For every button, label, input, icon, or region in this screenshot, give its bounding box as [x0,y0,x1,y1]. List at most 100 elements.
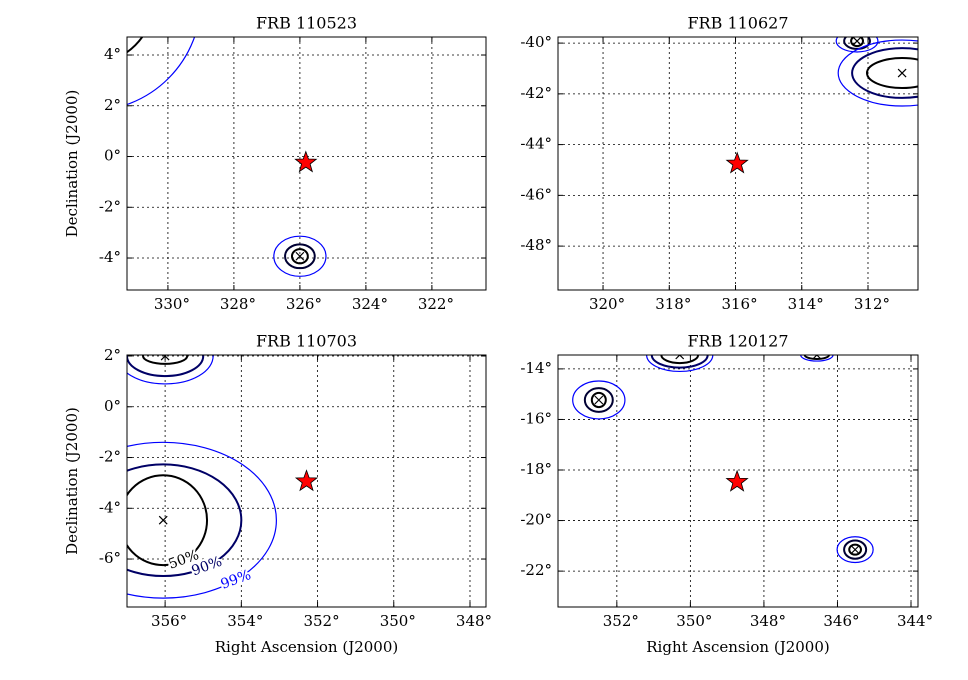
y-tick-label: -14° [520,359,552,377]
y-tick-label: 0° [104,147,121,165]
contour [843,37,871,50]
contour [835,37,879,53]
frb-star [294,469,319,492]
panel-title: FRB 110703 [256,332,357,351]
contour [848,543,863,556]
localization-center [897,68,907,78]
axes-frame [557,354,919,608]
contour-label: 99% [219,567,254,593]
y-tick-label: -20° [520,511,552,529]
x-tick-label: 352° [603,612,639,630]
contour [142,355,189,365]
y-tick-label: 2° [104,96,121,114]
y-tick-label: -40° [520,33,552,51]
frb-star [725,151,749,174]
x-tick-label: 326° [286,295,322,313]
x-tick-label: 322° [418,295,454,313]
localization-center [86,0,94,4]
x-tick-label: 320° [589,295,625,313]
x-tick-label: 324° [352,295,388,313]
plot-area [725,37,918,174]
y-axis-label: Declination (J2000) [63,90,81,238]
localization-center [812,355,822,360]
localization-center [295,251,305,261]
y-tick-label: -4° [99,248,121,266]
plot-area [86,0,327,277]
contour [127,37,196,106]
y-axis-label: Declination (J2000) [63,407,81,555]
contour [590,391,607,409]
panel: FRB 110627 320° 318° 316° 314° 312° -40° -42° -4… [520,14,919,313]
x-tick-label: 312° [854,295,890,313]
x-axis-label: Right Ascension (J2000) [646,638,829,656]
contour [127,474,209,567]
y-tick-label: 0° [104,397,121,415]
frb-star [294,150,318,173]
contour [127,355,214,385]
contour [273,235,327,277]
contour [572,380,626,420]
x-tick-label: 350° [380,612,416,630]
y-tick-label: -42° [520,84,552,102]
y-tick-label: -48° [520,236,552,254]
y-tick-label: -6° [99,549,121,567]
contour [837,39,918,107]
y-tick-label: -16° [520,409,552,427]
contour [851,47,918,99]
y-tick-label: -44° [520,135,552,153]
y-tick-label: -46° [520,185,552,203]
axes-frame [126,354,487,608]
panel-title: FRB 110627 [687,14,788,33]
contour [866,57,918,90]
y-tick-label: -2° [99,448,121,466]
y-tick-label: -18° [520,460,552,478]
panel-title: FRB 120127 [687,332,788,351]
y-tick-label: -2° [99,197,121,215]
axes-frame [557,36,919,291]
x-tick-label: 344° [897,612,933,630]
axes-frame [126,36,487,291]
y-tick-label: -4° [99,498,121,516]
localization-center [852,37,862,46]
localization-center [594,395,604,405]
x-tick-label: 350° [676,612,712,630]
x-tick-label: 348° [456,612,492,630]
x-tick-label: 352° [303,612,339,630]
panel: FRB 120127 352° 350° 348° 346° 344° -14° -16° -1… [520,332,933,657]
frb-star [725,469,749,492]
x-tick-label: 354° [227,612,263,630]
y-tick-label: 2° [104,346,121,364]
contour [127,463,243,578]
x-tick-label: 348° [750,612,786,630]
localization-center [160,355,170,361]
x-tick-label: 330° [154,295,190,313]
panel: FRB 110703 356° 354° 352° 350° 348° 2° 0° -2° -4°… [63,332,492,657]
contour [290,248,309,265]
y-tick-label: 4° [104,45,121,63]
y-tick-label: -22° [520,561,552,579]
x-axis-label: Right Ascension (J2000) [215,638,398,656]
x-tick-label: 314° [788,295,824,313]
localization-center [850,545,860,555]
localization-center [675,355,685,360]
contour [284,243,316,270]
x-tick-label: 316° [721,295,757,313]
contour [646,355,714,373]
contour [843,539,868,560]
panel-title: FRB 110523 [256,14,357,33]
contour [127,441,277,599]
localization-center [158,515,168,525]
x-tick-label: 356° [151,612,187,630]
plot-area [572,355,874,564]
x-tick-label: 346° [823,612,859,630]
x-tick-label: 318° [655,295,691,313]
contour [127,37,144,54]
contour [836,536,874,564]
contour [127,355,205,378]
contour [850,37,865,48]
x-tick-label: 328° [220,295,256,313]
plot-area: 50%90%99% [127,355,319,599]
contour [583,387,614,413]
